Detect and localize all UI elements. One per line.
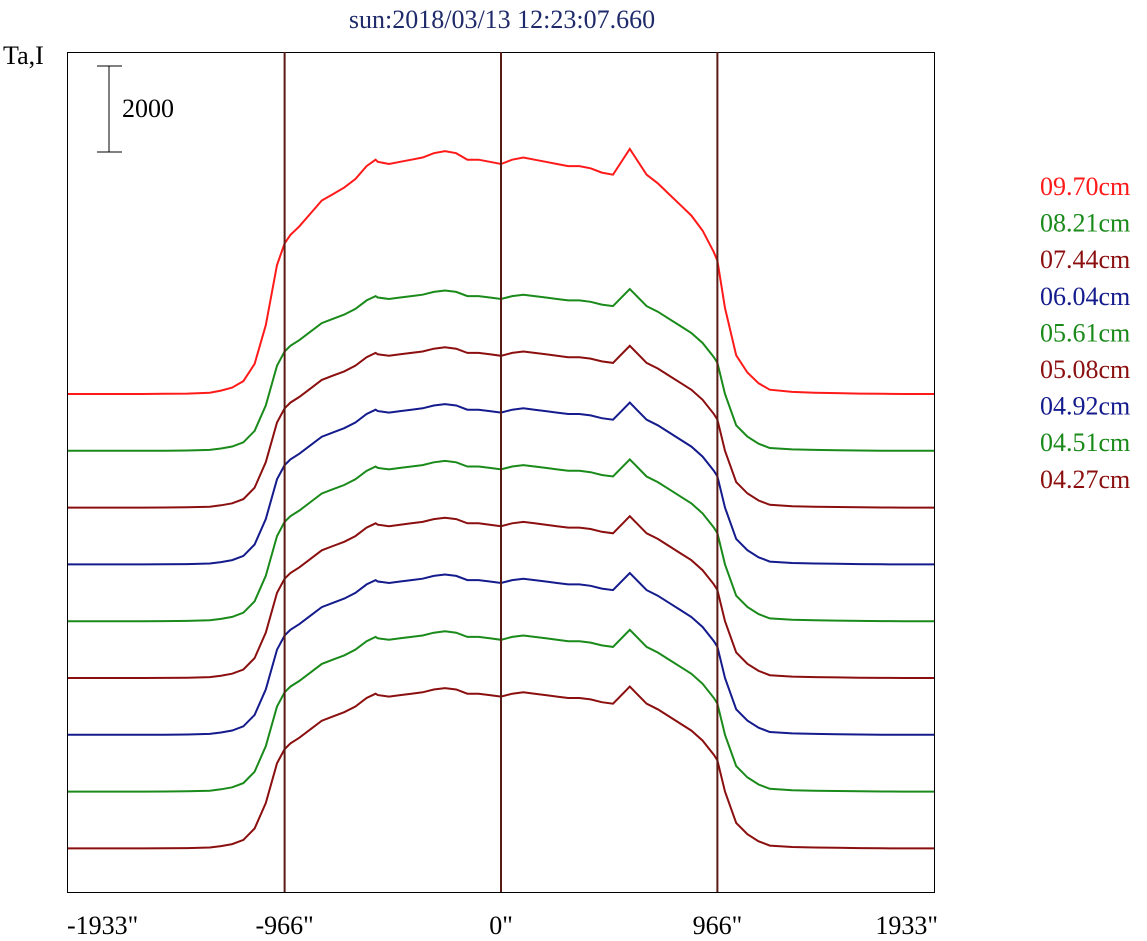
series-line [68, 571, 934, 736]
legend-item: 09.70cm [1040, 172, 1130, 201]
y-axis-label: Ta,I [3, 41, 44, 70]
x-tick-label: 1933" [875, 911, 938, 940]
legend-item: 05.08cm [1040, 355, 1130, 384]
series-line [68, 685, 934, 850]
x-tick-label: 0" [489, 911, 513, 940]
legend-item: 04.51cm [1040, 428, 1130, 457]
series-line [68, 287, 934, 452]
legend: 09.70cm 08.21cm 07.44cm 06.04cm 05.61cm 05.08… [1040, 172, 1130, 494]
scale-bar: 2000 [97, 65, 174, 153]
legend-item: 04.92cm [1040, 392, 1130, 421]
x-tick-label: -966" [255, 911, 313, 940]
x-tick-label: 966" [693, 911, 743, 940]
legend-item: 06.04cm [1040, 282, 1130, 311]
series-line [68, 147, 934, 395]
series-line [68, 514, 934, 679]
x-axis-ticks: -1933" -966" 0" 966" 1933" [67, 911, 938, 940]
series-layer [68, 147, 934, 850]
series-line [68, 457, 934, 623]
series-line [68, 401, 934, 566]
reference-lines [283, 52, 719, 892]
x-tick-label: -1933" [67, 911, 138, 940]
chart-title: sun:2018/03/13 12:23:07.660 [349, 5, 655, 34]
legend-item: 04.27cm [1040, 465, 1130, 494]
series-line [68, 628, 934, 793]
legend-item: 05.61cm [1040, 318, 1130, 347]
scale-bar-label: 2000 [122, 94, 174, 123]
series-line [68, 344, 934, 509]
legend-item: 08.21cm [1040, 209, 1130, 238]
legend-item: 07.44cm [1040, 245, 1130, 274]
